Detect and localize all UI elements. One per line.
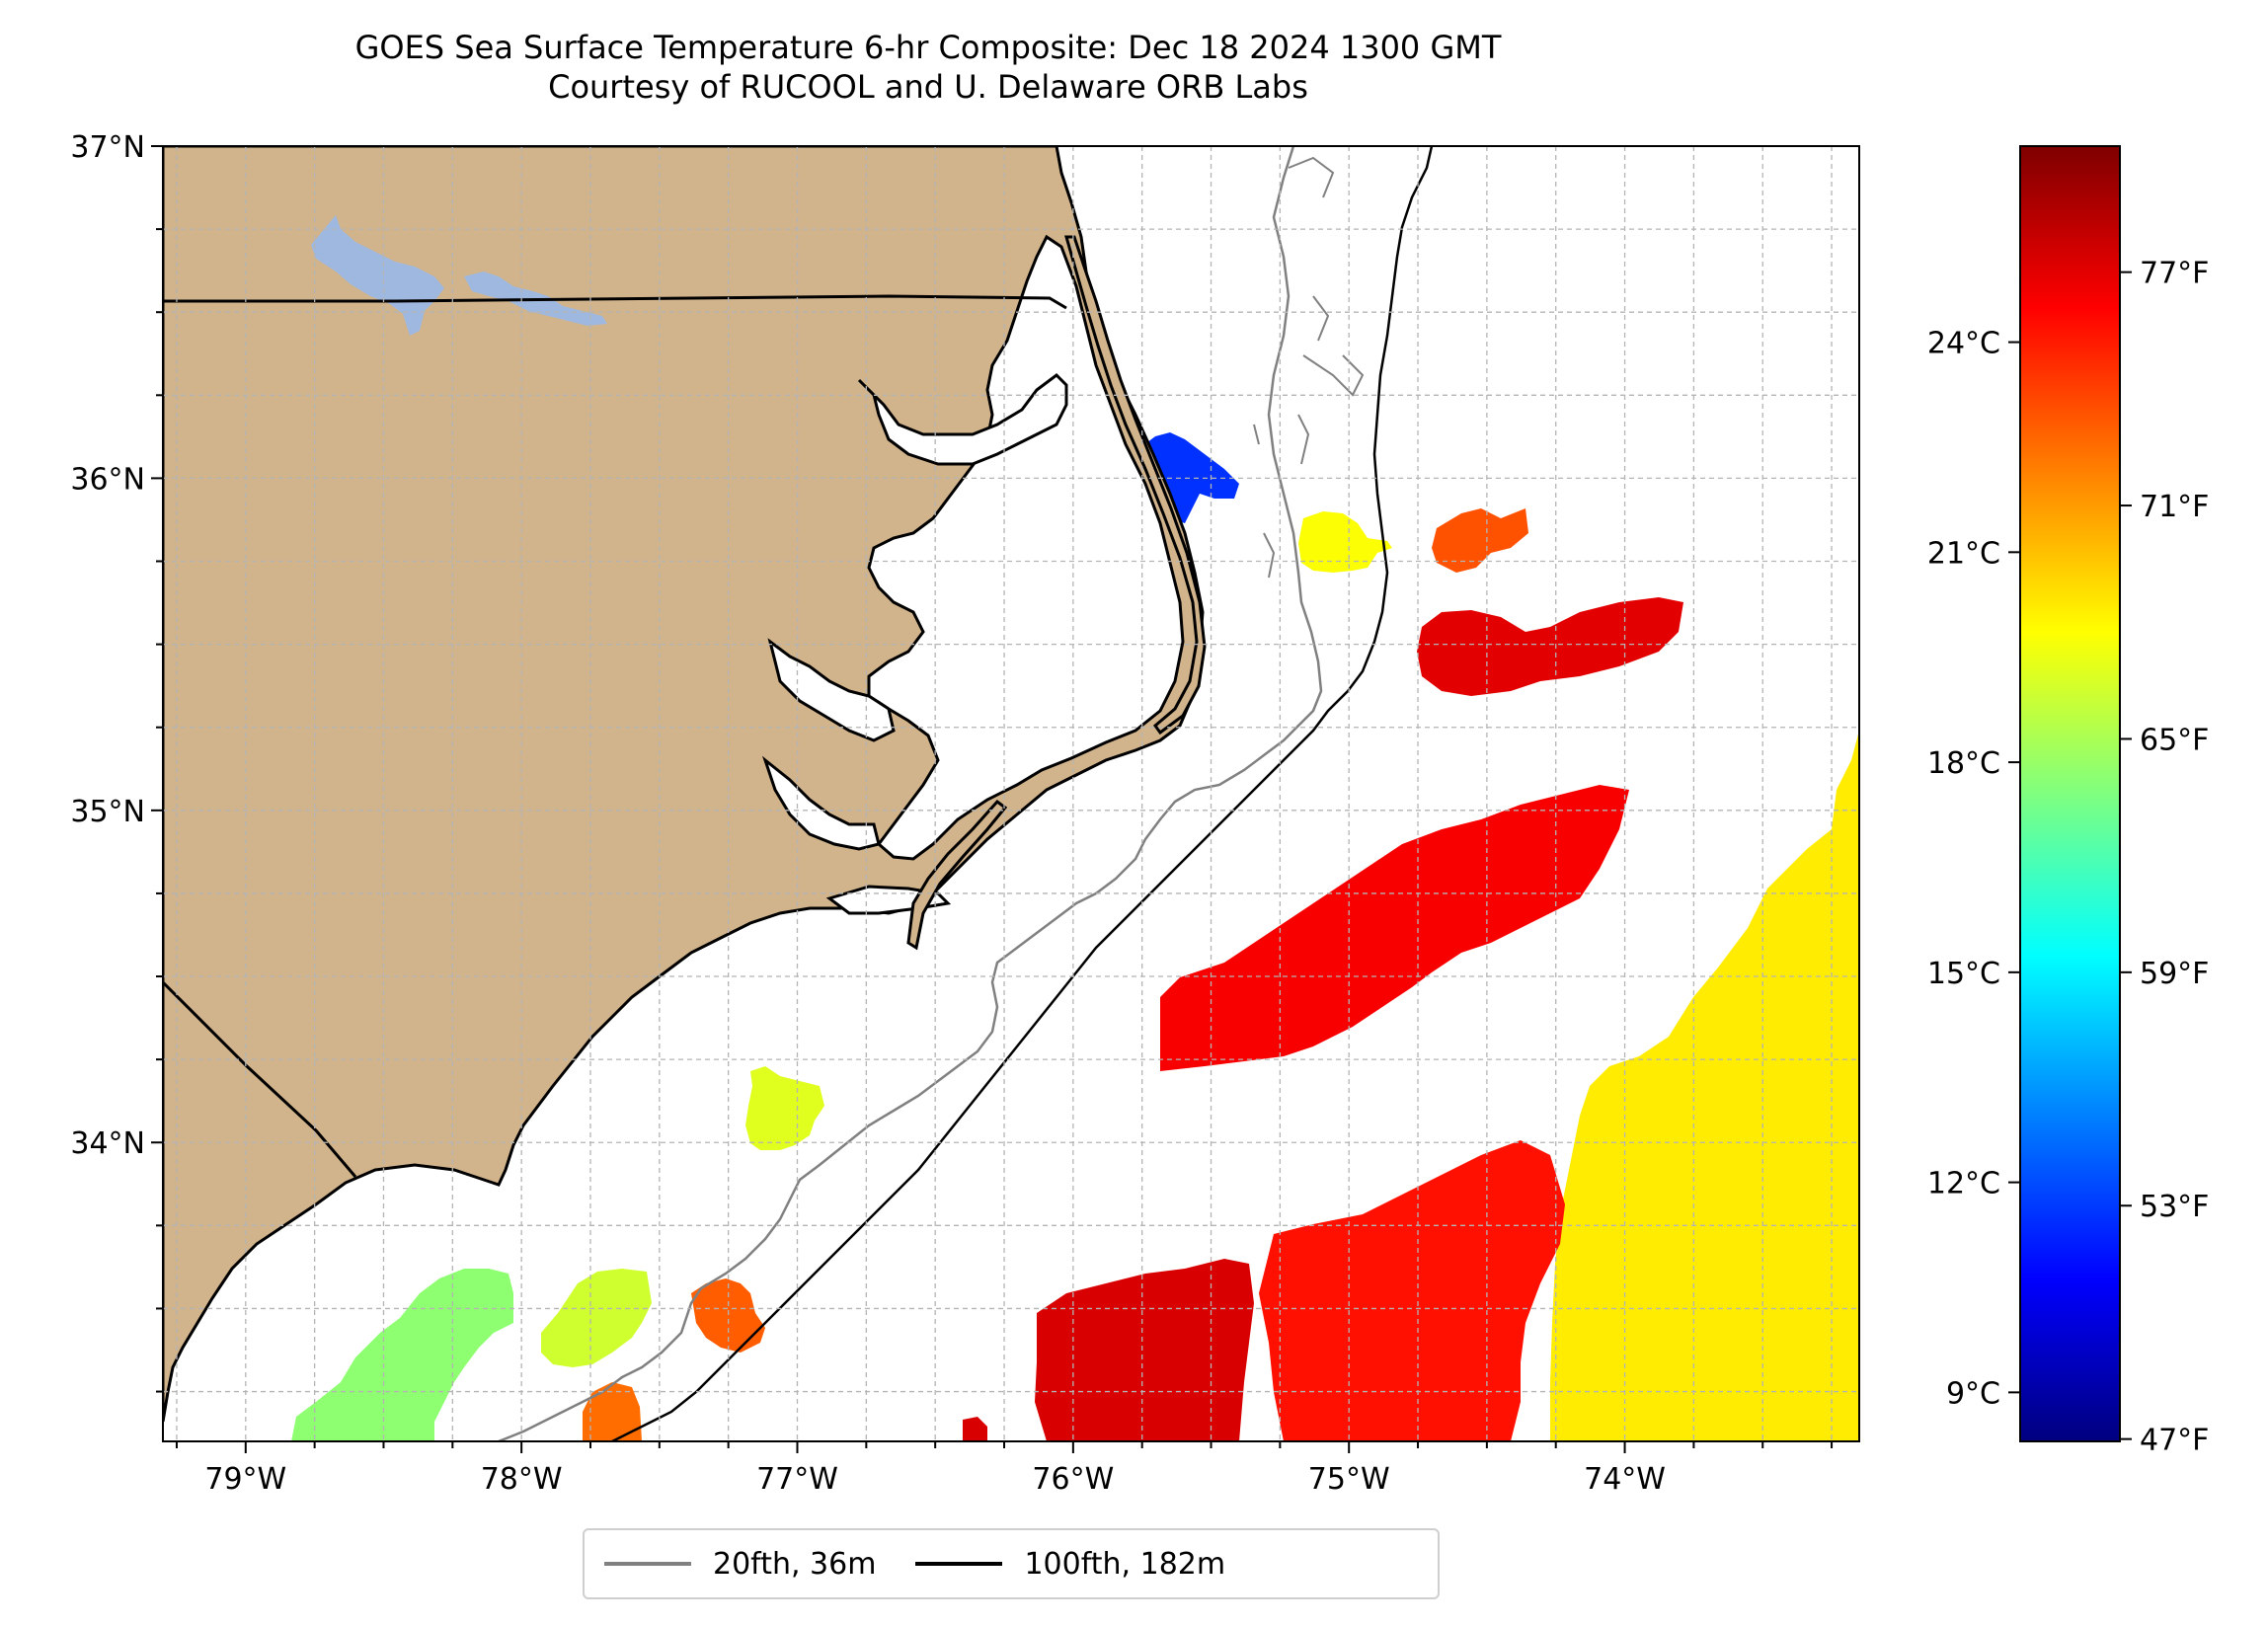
lat-tick-label: 34°N	[70, 1126, 145, 1161]
lat-tick-label: 35°N	[70, 795, 145, 829]
colorbar-ticks: 9°C 12°C 15°C 18°C 21°C 24°C 47°F 53°F 59°F 65°F 7…	[1927, 257, 2210, 1458]
legend-item-20fth: 20fth, 36m	[604, 1547, 876, 1582]
isobath-20fth-islands	[1253, 156, 1365, 579]
colorbar-f-label: 47°F	[2140, 1424, 2209, 1458]
title-line-1: GOES Sea Surface Temperature 6-hr Compos…	[354, 29, 1502, 66]
core-banks	[906, 799, 1008, 951]
sst-patch-offshore-red-4	[1417, 597, 1683, 696]
legend-item-100fth: 100fth, 182m	[915, 1547, 1225, 1582]
axis-layer: 37°N 36°N 35°N 34°N 79°W 78°W 77°W 76°W 75°W 74°W	[70, 130, 1834, 1497]
lon-tick-label: 78°W	[481, 1462, 563, 1497]
map-area	[163, 146, 1859, 1441]
sst-patch-shelf-orange	[691, 1278, 765, 1353]
pamlico-river	[761, 755, 881, 851]
kerr-lake	[311, 215, 444, 336]
sst-patch-onslow-yellow	[745, 1066, 824, 1150]
colorbar-f-label: 71°F	[2140, 490, 2209, 524]
state-border-va-nc	[163, 294, 1067, 310]
colorbar	[2019, 145, 2121, 1442]
sst-patch-offshore-red-5	[1432, 508, 1528, 573]
colorbar-f-label: 77°F	[2140, 257, 2209, 291]
sst-patch-nearshore-orange	[583, 1382, 642, 1441]
grid-layer	[163, 146, 1859, 1441]
lon-tick-label: 75°W	[1308, 1462, 1390, 1497]
lon-tick-label: 74°W	[1584, 1462, 1666, 1497]
lon-tick-label: 79°W	[204, 1462, 286, 1497]
sst-patch-small-red	[963, 1417, 987, 1441]
isobath-20fth	[498, 146, 1323, 1441]
map-title: GOES Sea Surface Temperature 6-hr Compos…	[0, 28, 1856, 107]
map-frame	[162, 145, 1860, 1442]
colorbar-c-label: 24°C	[1927, 327, 2000, 361]
colorbar-f-label: 53°F	[2140, 1190, 2209, 1224]
neuse-river	[767, 638, 896, 742]
outer-banks	[1064, 235, 1207, 736]
sst-patch-southwest-green	[291, 1269, 513, 1441]
lat-tick-label: 36°N	[70, 462, 145, 497]
legend-line-100fth	[915, 1562, 1003, 1566]
sst-patch-southwest-yellow	[541, 1269, 652, 1367]
colorbar-c-label: 21°C	[1927, 536, 2000, 571]
colorbar-c-label: 18°C	[1927, 746, 2000, 781]
legend-line-20fth	[604, 1562, 691, 1566]
lon-tick-label: 77°W	[756, 1462, 838, 1497]
lat-tick-label: 37°N	[70, 130, 145, 165]
title-line-2: Courtesy of RUCOOL and U. Delaware ORB L…	[548, 68, 1308, 106]
albemarle-sound	[857, 373, 1068, 466]
sst-patch-gulf-stream-east	[1550, 731, 1859, 1441]
sst-layer	[291, 432, 1859, 1441]
legend-label-20fth: 20fth, 36m	[713, 1546, 877, 1582]
state-border-nc-sc	[163, 980, 357, 1178]
lon-tick-label: 76°W	[1032, 1462, 1114, 1497]
colorbar-c-label: 15°C	[1927, 957, 2000, 991]
legend-label-100fth: 100fth, 182m	[1024, 1546, 1226, 1582]
legend: 20fth, 36m 100fth, 182m	[583, 1528, 1440, 1599]
colorbar-f-label: 59°F	[2140, 957, 2209, 991]
isobath-100fth	[611, 146, 1434, 1441]
colorbar-c-label: 12°C	[1927, 1167, 2000, 1201]
colorbar-f-label: 65°F	[2140, 723, 2209, 757]
sst-patch-offshore-red-3	[1259, 1140, 1565, 1441]
colorbar-c-label: 9°C	[1946, 1376, 2000, 1411]
sst-patch-hatteras-yellow	[1298, 511, 1392, 573]
sst-patch-offshore-red-1	[1160, 785, 1629, 1071]
sst-patch-offshore-red-2	[1035, 1259, 1254, 1441]
